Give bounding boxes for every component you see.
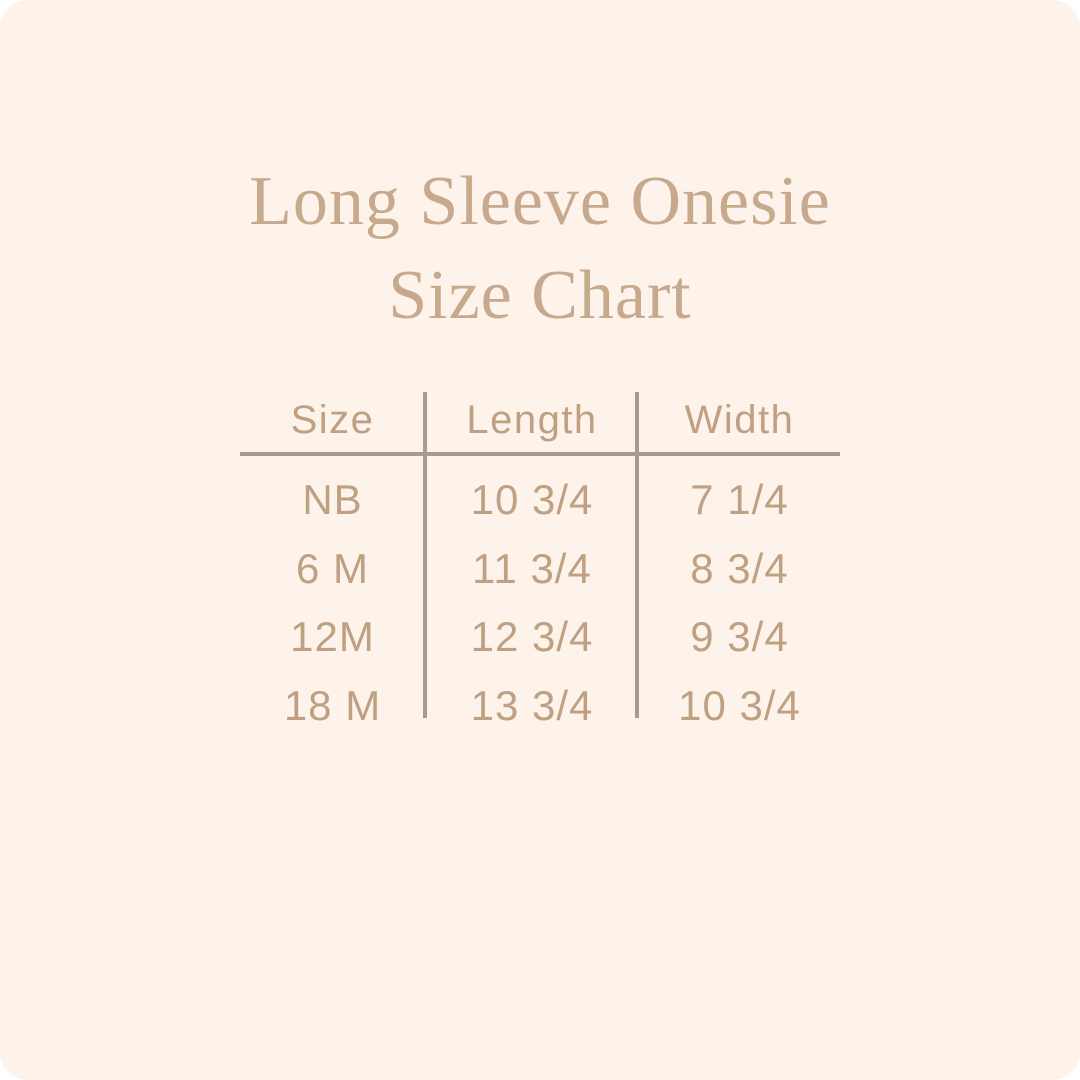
table-row-18m: 18 M 13 3/4 10 3/4 [240,682,840,730]
size-value: NB [302,476,363,523]
size-table: Size Length Width NB 10 3/4 7 1/4 6 M 11… [240,392,840,729]
header-divider-line [240,452,840,456]
width-value: 10 3/4 [678,681,801,729]
size-value: 6 M [295,544,369,592]
page-title: Long Sleeve Onesie Size Chart [0,155,1080,343]
size-value: 12M [290,613,375,661]
table-header-row: Size Length Width [240,392,840,448]
column-divider-length-width [635,392,639,718]
column-header-size: Size [290,397,375,442]
title-line-2: Size Chart [388,257,692,334]
width-value: 7 1/4 [690,476,789,523]
column-header-length: Length [466,397,598,442]
length-value: 11 3/4 [472,544,592,592]
column-divider-size-length [423,392,427,718]
title-line-1: Long Sleeve Onesie [249,163,831,240]
width-value: 8 3/4 [690,544,789,592]
size-value: 18 M [283,681,382,729]
length-value: 10 3/4 [470,476,594,523]
table-row-6m: 6 M 11 3/4 8 3/4 [240,545,840,593]
table-row-12m: 12M 12 3/4 9 3/4 [240,613,840,661]
table-row-nb: NB 10 3/4 7 1/4 [240,476,840,524]
table-body: NB 10 3/4 7 1/4 6 M 11 3/4 8 3/4 12M 12 … [240,456,840,736]
length-value: 12 3/4 [470,613,594,661]
width-value: 9 3/4 [690,613,789,661]
length-value: 13 3/4 [470,681,594,729]
column-header-width: Width [684,397,795,442]
